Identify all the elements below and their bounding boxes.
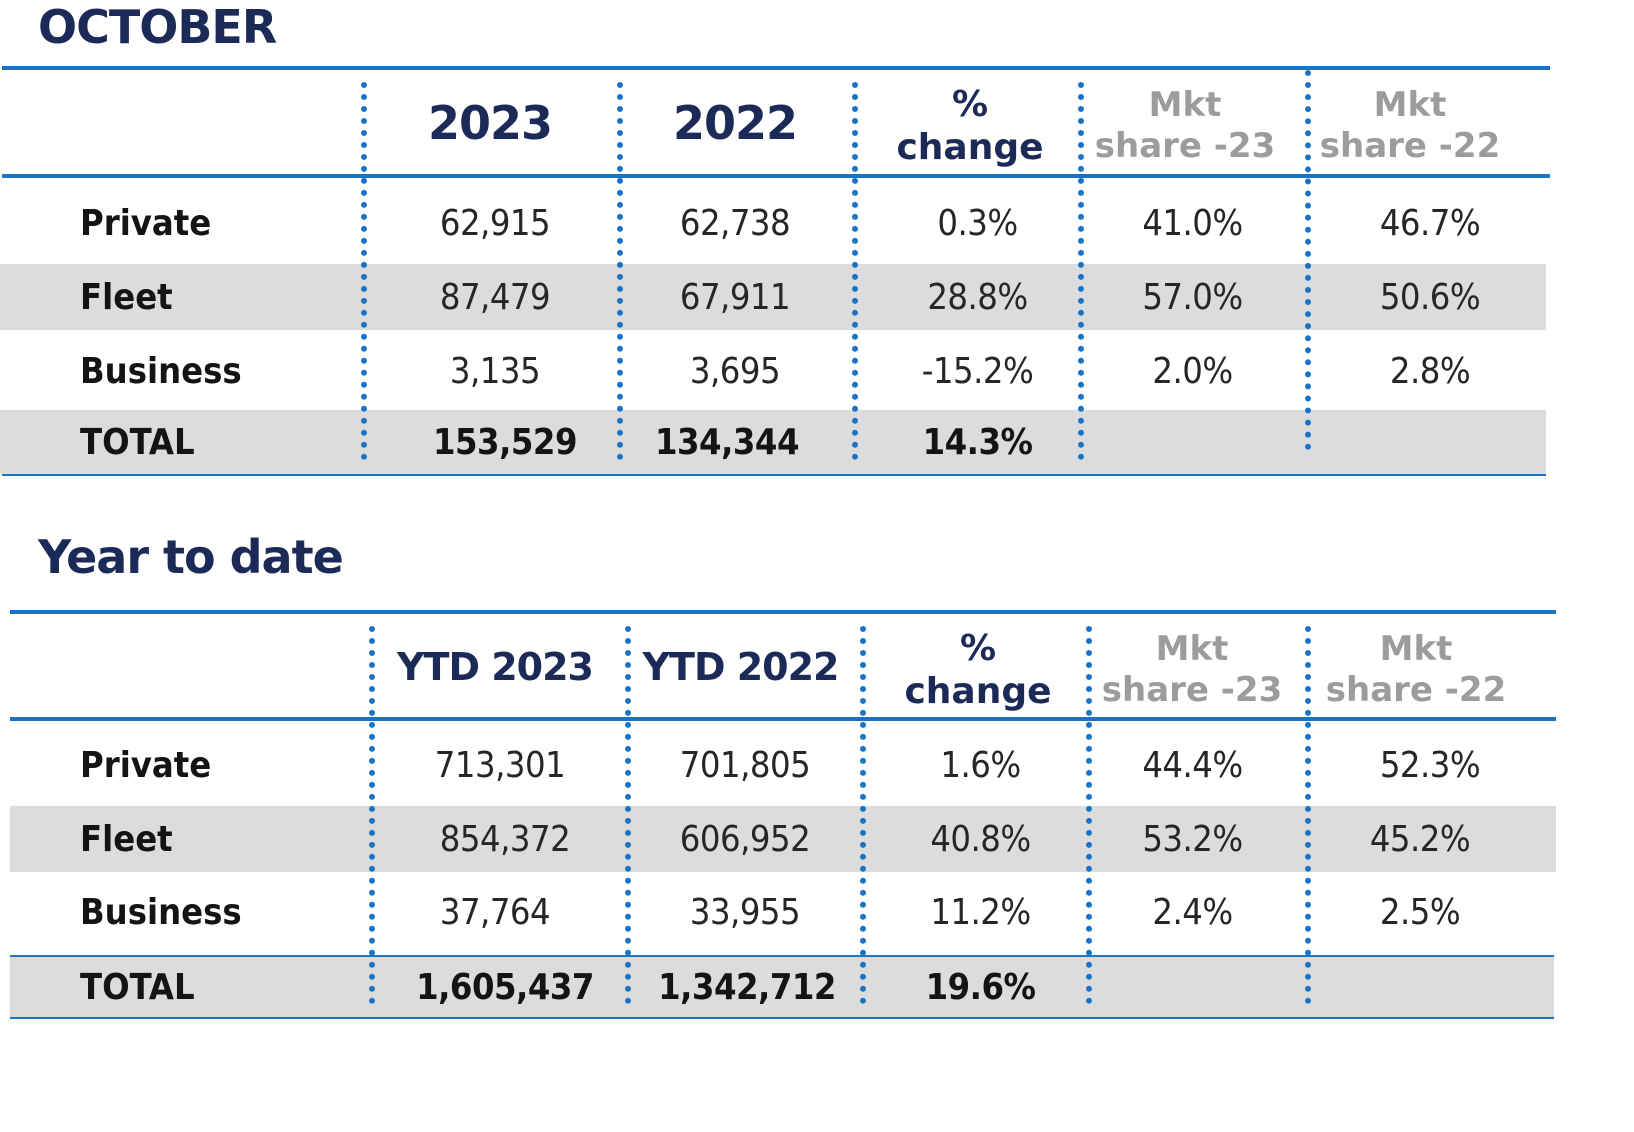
ytd-header-change-word: change (904, 671, 1052, 712)
mkt-share-23: 2.4% (1152, 891, 1233, 933)
october-col-divider (1078, 82, 1084, 460)
pct-change: 19.6% (925, 966, 1036, 1008)
value-2022: 62,738 (679, 202, 791, 244)
mkt-share-22: 50.6% (1379, 276, 1481, 318)
value-ytd-2023: 1,605,437 (416, 966, 594, 1008)
mkt-share-22: 52.3% (1379, 744, 1481, 786)
mkt-share-23: 57.0% (1142, 276, 1243, 318)
value-2022: 3,695 (689, 350, 781, 392)
pct-change: -15.2% (921, 350, 1034, 392)
ytd-header-pct-change: % change (868, 620, 1088, 720)
row-label: TOTAL (80, 421, 195, 463)
mkt-share-22 (1310, 957, 1530, 1017)
mkt-share-23: 44.4% (1142, 744, 1243, 786)
october-col-divider (852, 82, 858, 460)
october-title: OCTOBER (38, 0, 277, 54)
mkt-share-22 (1320, 410, 1540, 474)
mkt-share-23: 41.0% (1142, 202, 1243, 244)
ytd-header-mkt23-line1: Mkt (1155, 629, 1229, 670)
october-row-private: Private 62,915 62,738 0.3% 41.0% 46.7% (0, 190, 1546, 256)
value-ytd-2022: 606,952 (679, 818, 811, 860)
mkt-share-22: 46.7% (1379, 202, 1481, 244)
ytd-header-pct-symbol: % (959, 627, 997, 669)
value-2022: 67,911 (679, 276, 791, 318)
october-header-mkt22-line1: Mkt (1373, 85, 1447, 126)
october-header-mkt23-line1: Mkt (1148, 85, 1222, 126)
value-ytd-2022: 1,342,712 (658, 966, 836, 1008)
october-header-2022: 2022 (672, 96, 798, 151)
value-ytd-2022: 33,955 (689, 891, 801, 933)
value-ytd-2023: 37,764 (439, 891, 551, 933)
row-label: TOTAL (80, 966, 195, 1008)
mkt-share-22: 2.8% (1389, 350, 1471, 392)
ytd-col-divider (860, 626, 866, 1004)
row-label: Private (80, 744, 212, 786)
value-2023: 153,529 (432, 421, 578, 463)
value-ytd-2023: 713,301 (434, 744, 566, 786)
ytd-row-fleet: Fleet 854,372 606,952 40.8% 53.2% 45.2% (10, 806, 1556, 872)
ytd-total-top-rule (10, 955, 1554, 957)
ytd-col-divider (1086, 626, 1092, 1004)
mkt-share-23: 2.0% (1152, 350, 1233, 392)
mkt-share-23 (1085, 410, 1300, 474)
ytd-row-private: Private 713,301 701,805 1.6% 44.4% 52.3% (10, 732, 1556, 798)
october-bottom-rule (2, 474, 1546, 476)
row-label: Business (80, 891, 242, 933)
ytd-header-mkt-share-22: Mkt share -22 (1316, 622, 1516, 718)
pct-change: 40.8% (930, 818, 1031, 860)
row-label: Private (80, 202, 212, 244)
ytd-header-mkt22-line1: Mkt (1379, 629, 1453, 670)
pct-change: 11.2% (930, 891, 1031, 933)
row-label: Business (80, 350, 242, 392)
ytd-header-2022: YTD 2022 (642, 645, 840, 690)
row-label: Fleet (80, 818, 173, 860)
october-header-mkt23-line2: share -23 (1094, 126, 1276, 166)
october-col-divider (617, 82, 623, 460)
october-header-mkt-share-23: Mkt share -23 (1085, 78, 1285, 174)
row-label: Fleet (80, 276, 173, 318)
pct-change: 1.6% (940, 744, 1021, 786)
mkt-share-23: 53.2% (1142, 818, 1243, 860)
october-row-fleet: Fleet 87,479 67,911 28.8% 57.0% 50.6% (0, 264, 1546, 330)
october-col-divider (1305, 70, 1311, 450)
value-ytd-2023: 854,372 (439, 818, 571, 860)
pct-change: 14.3% (922, 421, 1033, 463)
october-row-business: Business 3,135 3,695 -15.2% 2.0% 2.8% (0, 338, 1546, 404)
value-2023: 3,135 (449, 350, 541, 392)
ytd-header-mkt-share-23: Mkt share -23 (1092, 622, 1292, 718)
ytd-col-divider (369, 626, 375, 1004)
value-2022: 134,344 (654, 421, 800, 463)
pct-change: 0.3% (937, 202, 1018, 244)
ytd-row-total: TOTAL 1,605,437 1,342,712 19.6% (10, 957, 1554, 1017)
mkt-share-22: 45.2% (1369, 818, 1471, 860)
value-2023: 62,915 (439, 202, 551, 244)
ytd-header-2023: YTD 2023 (397, 645, 594, 690)
october-header-mkt22-line2: share -22 (1319, 126, 1501, 166)
ytd-title: Year to date (38, 530, 344, 584)
ytd-row-business: Business 37,764 33,955 11.2% 2.4% 2.5% (10, 879, 1556, 945)
october-header-pct-symbol: % (951, 83, 989, 125)
october-col-divider (361, 82, 367, 460)
october-top-rule (2, 66, 1550, 70)
pct-change: 28.8% (927, 276, 1028, 318)
october-header-pct-change: % change (860, 76, 1080, 176)
october-header-mkt-share-22: Mkt share -22 (1310, 78, 1510, 174)
value-ytd-2022: 701,805 (679, 744, 811, 786)
october-header-2023: 2023 (427, 96, 553, 151)
mkt-share-23 (1085, 957, 1300, 1017)
october-header-change-word: change (896, 127, 1044, 168)
ytd-header-mkt22-line2: share -22 (1325, 670, 1507, 710)
ytd-col-divider (625, 626, 631, 1004)
value-2023: 87,479 (439, 276, 551, 318)
october-header-rule (2, 174, 1550, 178)
ytd-header-mkt23-line2: share -23 (1101, 670, 1283, 710)
ytd-header-rule (10, 717, 1556, 721)
october-row-total: TOTAL 153,529 134,344 14.3% (0, 410, 1546, 474)
ytd-top-rule (10, 610, 1556, 614)
mkt-share-22: 2.5% (1379, 891, 1461, 933)
ytd-col-divider (1305, 626, 1311, 1004)
ytd-bottom-rule (10, 1017, 1554, 1019)
